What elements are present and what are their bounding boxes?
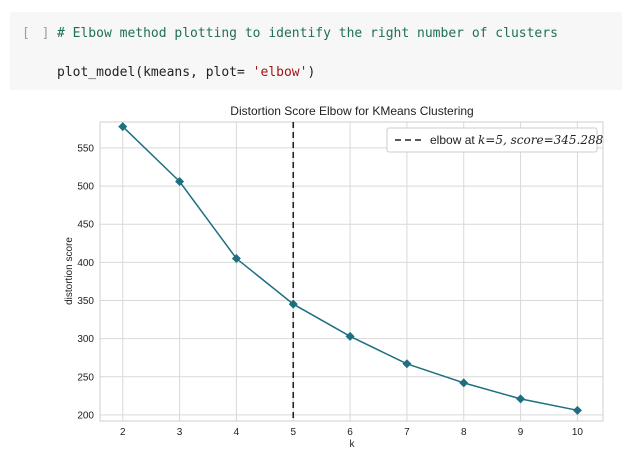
data-point-marker	[288, 299, 298, 309]
x-tick-label: 2	[120, 427, 126, 438]
data-point-marker	[459, 378, 469, 388]
x-tick-label: 4	[234, 427, 240, 438]
x-tick-label: 7	[404, 427, 410, 438]
y-tick-label: 300	[77, 334, 94, 345]
x-tick-label: 6	[347, 427, 353, 438]
code-string-arg: 'elbow'	[252, 65, 308, 80]
y-tick-label: 350	[77, 296, 94, 307]
y-tick-label: 400	[77, 258, 94, 269]
code-statement: plot_model(kmeans, plot= 'elbow')	[57, 65, 315, 80]
run-cell-button[interactable]: [ ]	[22, 26, 52, 41]
y-tick-label: 200	[77, 410, 94, 421]
plot-frame	[99, 121, 604, 422]
legend-k: k=5,	[478, 133, 511, 147]
plot-output: Distortion Score Elbow for KMeans Cluste…	[0, 96, 630, 464]
elbow-chart: Distortion Score Elbow for KMeans Cluste…	[64, 104, 604, 450]
data-point-marker	[402, 359, 412, 369]
code-comment: # Elbow method plotting to identify the …	[57, 26, 558, 41]
x-tick-label: 3	[177, 427, 183, 438]
x-tick-label: 9	[518, 427, 524, 438]
y-tick-label: 250	[77, 372, 94, 383]
data-point-marker	[118, 122, 128, 132]
y-tick-label: 500	[77, 182, 94, 193]
legend-prefix: elbow at	[430, 133, 478, 147]
code-close-paren: )	[307, 65, 316, 80]
legend-score: score=345.288	[511, 133, 604, 147]
legend-label: elbow at k=5, score=345.288	[430, 133, 604, 147]
code-call: plot_model(kmeans, plot=	[57, 65, 253, 80]
legend-box	[386, 127, 598, 153]
data-point-marker	[572, 405, 582, 415]
code-cell[interactable]: [ ] # Elbow method plotting to identify …	[10, 12, 622, 90]
y-tick-label: 450	[77, 220, 94, 231]
chart-title: Distortion Score Elbow for KMeans Cluste…	[230, 104, 473, 118]
data-point-marker	[345, 331, 355, 341]
x-tick-label: 8	[461, 427, 467, 438]
y-axis-label: distortion score	[64, 237, 75, 305]
x-axis-label: k	[350, 439, 356, 450]
x-tick-label: 10	[572, 427, 584, 438]
legend: elbow at k=5, score=345.288	[386, 127, 604, 153]
data-point-marker	[516, 394, 526, 404]
x-tick-label: 5	[290, 427, 296, 438]
data-point-marker	[175, 176, 185, 186]
y-tick-label: 550	[77, 143, 94, 154]
